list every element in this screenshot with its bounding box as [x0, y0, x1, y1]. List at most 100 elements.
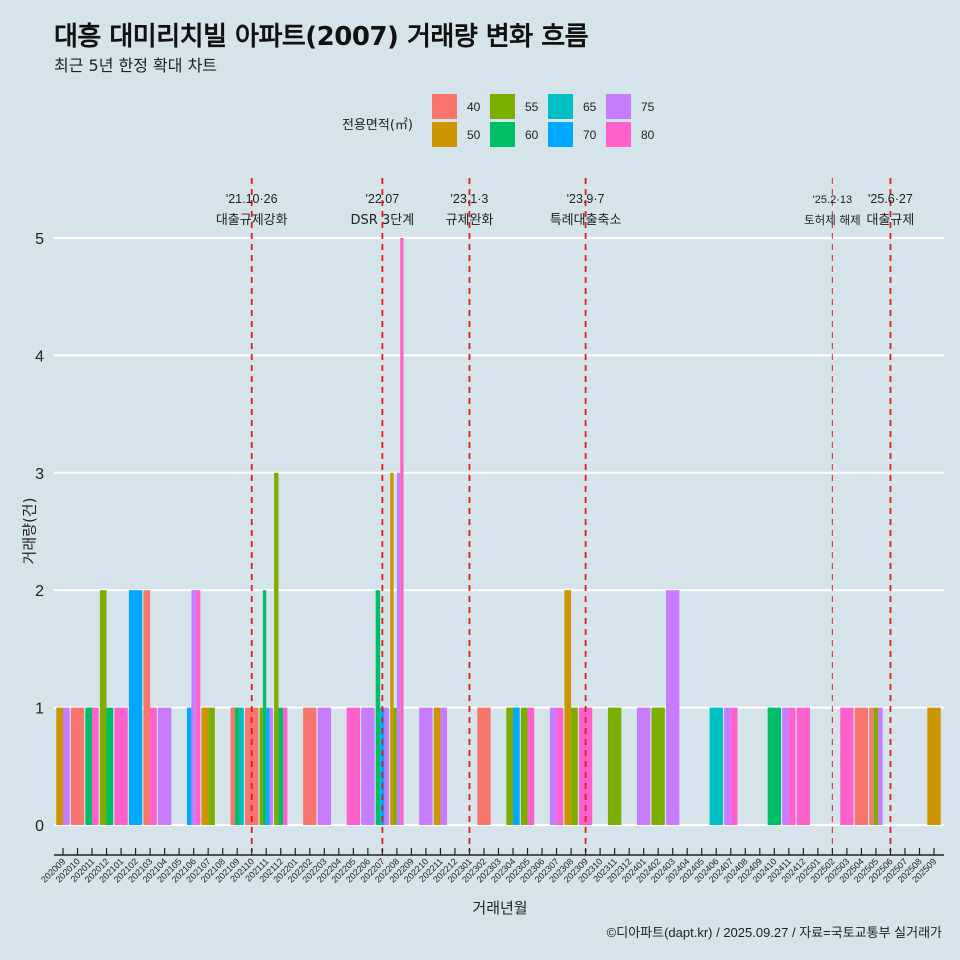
legend-swatch	[432, 122, 457, 147]
bar	[393, 707, 397, 825]
bar	[520, 707, 528, 825]
bar	[70, 707, 85, 825]
event-label: DSR 3단계	[351, 213, 415, 228]
legend-label: 70	[583, 127, 597, 142]
source-caption: ©디아파트(dapt.kr) / 2025.09.27 / 자료=국토교통부 실…	[606, 925, 942, 940]
legend-label: 75	[641, 99, 655, 114]
bar	[556, 707, 564, 825]
bar	[390, 472, 394, 825]
y-tick-label: 4	[35, 348, 44, 365]
event-label: 특례대출축소	[550, 213, 622, 228]
bar	[571, 707, 578, 825]
bar	[854, 707, 869, 825]
bar	[317, 707, 331, 825]
bar	[396, 472, 401, 825]
bar	[724, 707, 731, 825]
chart-title: 대흥 대미리치빌 아파트(2007) 거래량 변화 흐름	[54, 22, 589, 52]
bar	[234, 707, 240, 825]
bar	[114, 707, 128, 825]
bar	[106, 707, 114, 825]
legend-swatch	[548, 122, 573, 147]
event-date: '23.9·7	[567, 192, 605, 206]
bar	[274, 472, 279, 825]
bar	[513, 707, 520, 825]
bar	[150, 707, 157, 825]
bar	[201, 707, 209, 825]
y-tick-label: 1	[35, 701, 44, 718]
legend-swatch	[490, 94, 515, 119]
bar	[85, 707, 93, 825]
legend-item: 65	[548, 94, 596, 119]
y-tick-label: 0	[35, 818, 44, 835]
legend-label: 55	[525, 99, 539, 114]
bar	[782, 707, 789, 825]
bar	[230, 707, 235, 825]
bar	[239, 707, 244, 825]
event-date: '25.6·27	[868, 192, 913, 206]
bar	[927, 707, 941, 825]
bar	[767, 707, 781, 825]
y-tick-label: 3	[35, 466, 44, 483]
event-date: '25.2·13	[813, 194, 852, 206]
bar	[477, 707, 491, 825]
bar	[262, 590, 267, 825]
event-label: 대출규제	[867, 213, 915, 228]
bar	[278, 707, 283, 825]
bar	[99, 590, 107, 825]
bar	[873, 707, 879, 825]
bar	[191, 590, 196, 825]
event-date: '23.1·3	[451, 192, 489, 206]
legend-item: 75	[606, 94, 654, 119]
event-label: 대출규제강화	[216, 213, 288, 228]
bar	[869, 707, 874, 825]
event-label: 토허제 해제	[804, 213, 861, 227]
bar	[878, 707, 883, 825]
legend-swatch	[548, 94, 573, 119]
bar	[440, 707, 448, 825]
bar	[269, 707, 273, 825]
y-tick-label: 5	[35, 231, 44, 248]
bar	[375, 590, 381, 825]
bar	[361, 707, 375, 825]
bar	[607, 707, 622, 825]
legend-label: 40	[467, 99, 481, 114]
y-tick-label: 2	[35, 583, 44, 600]
legend-label: 60	[525, 127, 539, 142]
bar	[266, 707, 270, 825]
bar	[788, 707, 796, 825]
event-date: '22.07	[366, 192, 400, 206]
bar	[92, 707, 99, 825]
bar	[419, 707, 433, 825]
bar	[666, 590, 680, 825]
bar	[195, 590, 201, 825]
x-axis-label: 거래년월	[472, 899, 528, 917]
bar	[282, 707, 288, 825]
bar	[400, 238, 404, 825]
legend-item: 80	[606, 122, 654, 147]
bar	[636, 707, 651, 825]
bar	[346, 707, 361, 825]
bar	[157, 707, 172, 825]
bar	[186, 707, 192, 825]
y-axis-label: 거래량(건)	[20, 497, 39, 565]
legend-label: 50	[467, 127, 481, 142]
bar	[709, 707, 723, 825]
bar	[549, 707, 557, 825]
legend-item: 55	[490, 94, 538, 119]
bar	[63, 707, 70, 825]
bar	[56, 707, 63, 825]
bar	[208, 707, 215, 825]
legend-swatch	[606, 122, 631, 147]
bar	[433, 707, 441, 825]
legend-item: 60	[490, 122, 538, 147]
bar	[730, 707, 738, 825]
bar	[384, 707, 390, 825]
chart-subtitle: 최근 5년 한정 확대 차트	[54, 56, 218, 75]
bar	[303, 707, 317, 825]
legend-label: 65	[583, 99, 597, 114]
legend-item: 50	[432, 122, 480, 147]
legend-swatch	[606, 94, 631, 119]
legend-item: 40	[432, 94, 480, 119]
bar	[651, 707, 665, 825]
